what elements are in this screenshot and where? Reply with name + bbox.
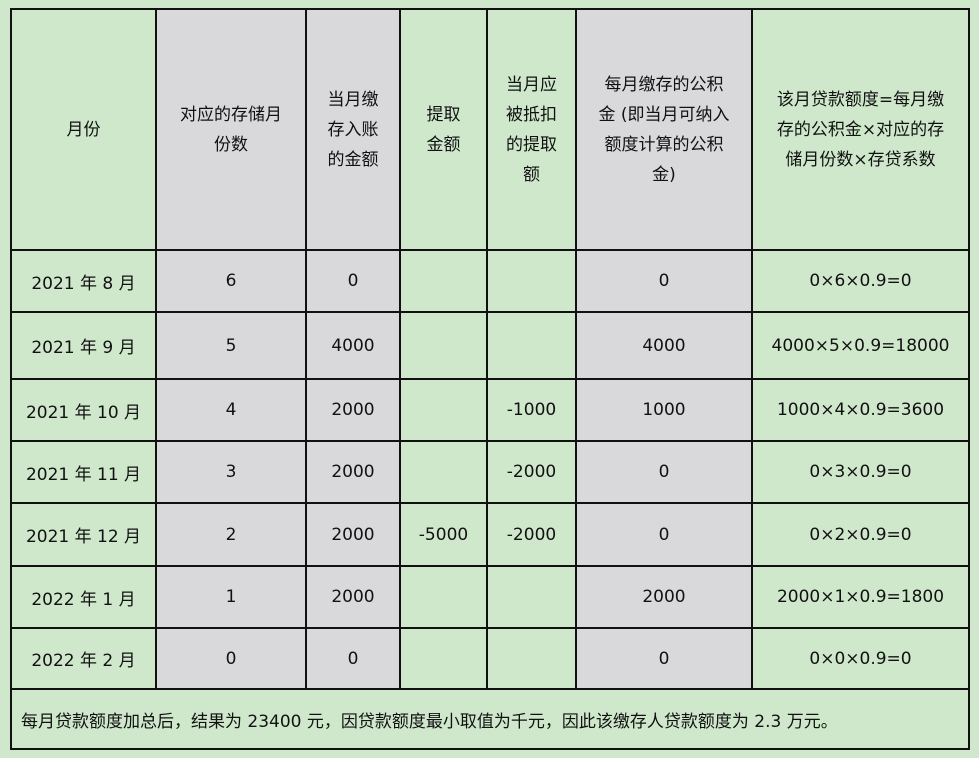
table-row: 2021 年 12 月 2 2000 -5000 -2000 0 0×2×0.9=0: [10, 502, 970, 567]
header-storage-months: 对应的存储月 份数: [155, 8, 307, 251]
header-line: 对应的存储月: [180, 104, 282, 125]
cell-loan-quota: 0×0×0.9=0: [751, 627, 970, 690]
cell-month: 2021 年 10 月: [10, 378, 157, 442]
cell-storage-months: 3: [155, 440, 307, 504]
cell-storage-months: 6: [155, 249, 307, 313]
cell-loan-quota: 1000×4×0.9=3600: [751, 378, 970, 442]
cell-loan-quota: 2000×1×0.9=1800: [751, 565, 970, 629]
cell-loan-quota: 0×3×0.9=0: [751, 440, 970, 504]
table-row: 2021 年 8 月 6 0 0 0×6×0.9=0: [10, 249, 970, 313]
cell-deducted-withdrawal: -2000: [486, 502, 577, 567]
cell-loan-quota: 0×6×0.9=0: [751, 249, 970, 313]
header-line: 月份: [66, 119, 101, 140]
cell-withdrawal-amount: -5000: [399, 502, 488, 567]
cell-deposit-amount: 0: [305, 249, 401, 313]
header-line: 金): [652, 164, 676, 185]
cell-storage-months: 2: [155, 502, 307, 567]
cell-deposit-amount: 4000: [305, 311, 401, 380]
cell-monthly-fund: 0: [575, 627, 753, 690]
cell-withdrawal-amount: [399, 311, 488, 380]
cell-withdrawal-amount: [399, 378, 488, 442]
header-loan-quota: 该月贷款额度=每月缴 存的公积金×对应的存 储月份数×存贷系数: [751, 8, 970, 251]
header-line: 额: [523, 164, 540, 185]
cell-withdrawal-amount: [399, 249, 488, 313]
cell-monthly-fund: 1000: [575, 378, 753, 442]
cell-monthly-fund: 4000: [575, 311, 753, 380]
header-line: 每月缴存的公积: [604, 74, 724, 95]
header-month: 月份: [10, 8, 157, 251]
cell-deposit-amount: 2000: [305, 378, 401, 442]
cell-deducted-withdrawal: [486, 627, 577, 690]
loan-calculation-table: 月份 对应的存储月 份数 当月缴 存入账 的金额 提取 金额 当月应 被抵扣 的提取额每月缴存的公积…: [10, 8, 970, 750]
cell-deducted-withdrawal: -1000: [486, 378, 577, 442]
header-line: 金额: [426, 134, 461, 155]
header-line: 存入账: [327, 119, 379, 140]
header-line: 储月份数×存贷系数: [785, 149, 936, 170]
table-row: 2022 年 1 月 1 2000 2000 2000×1×0.9=1800: [10, 565, 970, 629]
header-line: 额度计算的公积: [604, 134, 724, 155]
cell-storage-months: 4: [155, 378, 307, 442]
cell-storage-months: 1: [155, 565, 307, 629]
cell-monthly-fund: 0: [575, 440, 753, 504]
header-line: 提取: [426, 104, 461, 125]
header-monthly-fund: 每月缴存的公积金 (即当月可纳入 额度计算的公积 金): [575, 8, 753, 251]
cell-withdrawal-amount: [399, 627, 488, 690]
header-line: 存的公积金×对应的存: [776, 119, 945, 140]
summary-note: 每月贷款额度加总后，结果为 23400 元，因贷款额度最小取值为千元，因此该缴存…: [10, 688, 970, 750]
cell-deposit-amount: 2000: [305, 440, 401, 504]
cell-monthly-fund: 0: [575, 249, 753, 313]
header-withdrawal-amount: 提取 金额: [399, 8, 488, 251]
cell-monthly-fund: 2000: [575, 565, 753, 629]
cell-deducted-withdrawal: -2000: [486, 440, 577, 504]
header-line: 该月贷款额度=每月缴: [776, 89, 945, 110]
header-line: 的金额: [327, 149, 379, 170]
cell-deposit-amount: 2000: [305, 565, 401, 629]
header-line: 的提取: [506, 134, 557, 155]
cell-storage-months: 5: [155, 311, 307, 380]
cell-month: 2022 年 1 月: [10, 565, 157, 629]
cell-deducted-withdrawal: [486, 249, 577, 313]
header-deposit-amount: 当月缴 存入账 的金额: [305, 8, 401, 251]
table-row: 2021 年 11 月 3 2000 -2000 0 0×3×0.9=0: [10, 440, 970, 504]
cell-monthly-fund: 0: [575, 502, 753, 567]
cell-month: 2021 年 12 月: [10, 502, 157, 567]
cell-month: 2021 年 9 月: [10, 311, 157, 380]
cell-deposit-amount: 0: [305, 627, 401, 690]
footer-row: 每月贷款额度加总后，结果为 23400 元，因贷款额度最小取值为千元，因此该缴存…: [10, 688, 970, 750]
cell-deducted-withdrawal: [486, 565, 577, 629]
cell-month: 2021 年 11 月: [10, 440, 157, 504]
cell-deposit-amount: 2000: [305, 502, 401, 567]
cell-loan-quota: 0×2×0.9=0: [751, 502, 970, 567]
table-row: 2022 年 2 月 0 0 0 0×0×0.9=0: [10, 627, 970, 690]
header-line: 当月缴: [327, 89, 379, 110]
header-line: 金 (即当月可纳入: [598, 104, 730, 125]
cell-withdrawal-amount: [399, 565, 488, 629]
cell-deducted-withdrawal: [486, 311, 577, 380]
cell-withdrawal-amount: [399, 440, 488, 504]
header-line: 被抵扣: [506, 104, 557, 125]
header-deducted-withdrawal: 当月应被抵扣的提取额: [486, 8, 577, 251]
cell-month: 2022 年 2 月: [10, 627, 157, 690]
header-line: 份数: [214, 134, 248, 155]
cell-loan-quota: 4000×5×0.9=18000: [751, 311, 970, 380]
cell-storage-months: 0: [155, 627, 307, 690]
cell-month: 2021 年 8 月: [10, 249, 157, 313]
table-row: 2021 年 10 月 4 2000 -1000 1000 1000×4×0.9=3600: [10, 378, 970, 442]
header-row: 月份 对应的存储月 份数 当月缴 存入账 的金额 提取 金额 当月应 被抵扣 的提取额每月缴存的公积…: [10, 8, 970, 251]
table-row: 2021 年 9 月 5 4000 4000 4000×5×0.9=18000: [10, 311, 970, 380]
header-line: 当月应: [506, 74, 557, 95]
